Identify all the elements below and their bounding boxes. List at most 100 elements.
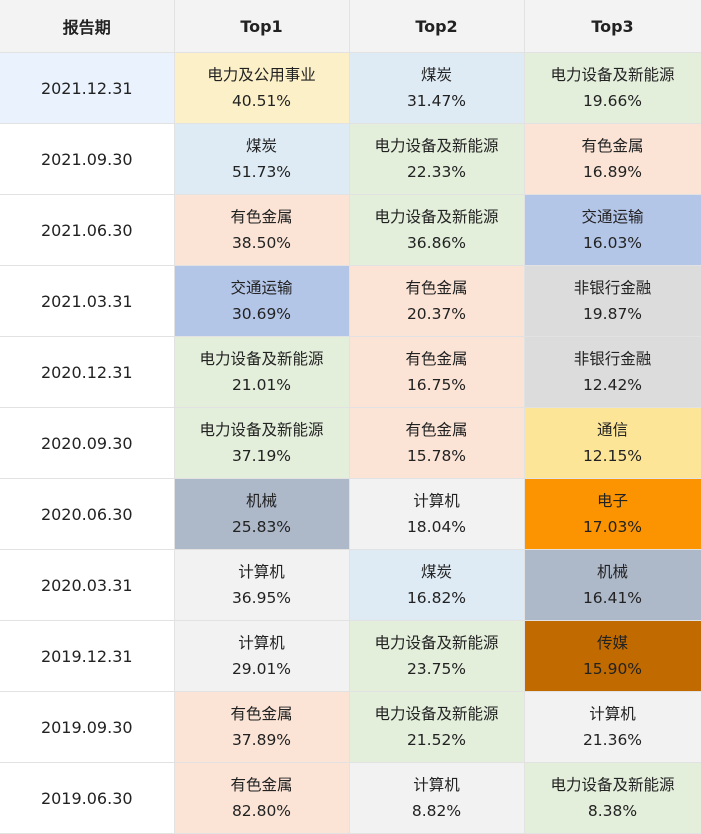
industry-weight: 21.36% [582,731,643,749]
industry-weight: 15.90% [582,660,643,678]
table-row: 2021.03.31 交通运输 30.69% 有色金属 20.37% 非银行金融 19.87… [0,265,701,337]
table-row: 2021.09.30 煤炭 51.73% 电力设备及新能源 22.33% 有色金属 16.8… [0,123,701,195]
industry-name: 交通运输 [230,279,293,297]
industry-weight: 20.37% [406,305,467,323]
industry-name: 计算机 [413,776,460,794]
top2-cell: 煤炭 16.82% [349,549,525,621]
top1-cell: 电力设备及新能源 21.01% [174,336,350,408]
table-row: 2020.09.30 电力设备及新能源 37.19% 有色金属 15.78% 通信 12.1… [0,407,701,479]
table-body: 2021.12.31 电力及公用事业 40.51% 煤炭 31.47% 电力设备及新能源 1… [0,52,701,834]
industry-name: 电力设备及新能源 [550,776,675,794]
top3-cell: 电子 17.03% [524,478,701,550]
industry-weight: 37.19% [231,447,292,465]
industry-weight: 30.69% [231,305,292,323]
top1-cell: 有色金属 82.80% [174,762,350,834]
top2-cell: 有色金属 15.78% [349,407,525,479]
report-date-cell: 2020.12.31 [0,336,175,408]
industry-weight: 15.78% [406,447,467,465]
top2-cell: 电力设备及新能源 22.33% [349,123,525,195]
industry-weight: 40.51% [231,92,292,110]
report-date-cell: 2020.09.30 [0,407,175,479]
table-row: 2019.12.31 计算机 29.01% 电力设备及新能源 23.75% 传媒 15.90… [0,620,701,692]
report-date-cell: 2021.09.30 [0,123,175,195]
industry-weight: 19.87% [582,305,643,323]
top2-cell: 有色金属 16.75% [349,336,525,408]
top3-cell: 电力设备及新能源 19.66% [524,52,701,124]
industry-name: 非银行金融 [573,279,652,297]
industry-weight: 16.03% [582,234,643,252]
industry-name: 煤炭 [420,66,452,84]
top1-cell: 电力及公用事业 40.51% [174,52,350,124]
industry-name: 有色金属 [230,705,293,723]
industry-name: 煤炭 [420,563,452,581]
industry-name: 电子 [596,492,628,510]
industry-weight: 17.03% [582,518,643,536]
header-top1: Top1 [174,0,350,53]
industry-weight: 25.83% [231,518,292,536]
industry-name: 电力设备及新能源 [374,208,499,226]
table-row: 2019.06.30 有色金属 82.80% 计算机 8.82% 电力设备及新能源 8.38… [0,762,701,834]
header-row: 报告期 Top1 Top2 Top3 [0,0,701,53]
industry-name: 非银行金融 [573,350,652,368]
industry-name: 煤炭 [245,137,277,155]
industry-name: 电力设备及新能源 [374,634,499,652]
industry-name: 有色金属 [405,421,468,439]
industry-name: 有色金属 [230,776,293,794]
report-date-cell: 2021.06.30 [0,194,175,266]
industry-weight: 21.52% [406,731,467,749]
industry-weight: 16.75% [406,376,467,394]
top3-cell: 有色金属 16.89% [524,123,701,195]
industry-name: 电力设备及新能源 [374,137,499,155]
top2-cell: 有色金属 20.37% [349,265,525,337]
industry-weight: 8.38% [587,802,638,820]
top1-cell: 有色金属 38.50% [174,194,350,266]
industry-name: 机械 [596,563,628,581]
industry-name: 传媒 [596,634,628,652]
top3-cell: 计算机 21.36% [524,691,701,763]
top3-cell: 传媒 15.90% [524,620,701,692]
top2-cell: 计算机 18.04% [349,478,525,550]
industry-name: 交通运输 [581,208,644,226]
industry-weight: 36.86% [406,234,467,252]
header-period: 报告期 [0,0,175,53]
industry-weight: 37.89% [231,731,292,749]
top2-cell: 电力设备及新能源 21.52% [349,691,525,763]
industry-weight: 12.42% [582,376,643,394]
industry-weight: 38.50% [231,234,292,252]
industry-weight: 36.95% [231,589,292,607]
report-date-cell: 2020.06.30 [0,478,175,550]
report-date-cell: 2019.06.30 [0,762,175,834]
table-row: 2020.03.31 计算机 36.95% 煤炭 16.82% 机械 16.41% [0,549,701,621]
report-date-cell: 2019.12.31 [0,620,175,692]
industry-name: 有色金属 [230,208,293,226]
industry-weight: 51.73% [231,163,292,181]
table-row: 2020.12.31 电力设备及新能源 21.01% 有色金属 16.75% 非银行金融 1… [0,336,701,408]
top1-cell: 计算机 29.01% [174,620,350,692]
industry-name: 电力设备及新能源 [199,350,324,368]
industry-weight: 29.01% [231,660,292,678]
top2-cell: 煤炭 31.47% [349,52,525,124]
industry-weight: 21.01% [231,376,292,394]
top3-cell: 非银行金融 19.87% [524,265,701,337]
industry-name: 有色金属 [405,350,468,368]
industry-name: 计算机 [238,563,285,581]
industry-weight: 16.82% [406,589,467,607]
top1-cell: 有色金属 37.89% [174,691,350,763]
top1-cell: 计算机 36.95% [174,549,350,621]
industry-weight: 31.47% [406,92,467,110]
top3-cell: 交通运输 16.03% [524,194,701,266]
industry-name: 有色金属 [405,279,468,297]
industry-name: 计算机 [589,705,636,723]
industry-name: 电力设备及新能源 [550,66,675,84]
table-row: 2020.06.30 机械 25.83% 计算机 18.04% 电子 17.03% [0,478,701,550]
top2-cell: 计算机 8.82% [349,762,525,834]
industry-weight: 8.82% [411,802,462,820]
top2-cell: 电力设备及新能源 23.75% [349,620,525,692]
industry-name: 机械 [245,492,277,510]
top1-cell: 煤炭 51.73% [174,123,350,195]
report-date-cell: 2020.03.31 [0,549,175,621]
top3-cell: 非银行金融 12.42% [524,336,701,408]
top3-cell: 电力设备及新能源 8.38% [524,762,701,834]
table-row: 2019.09.30 有色金属 37.89% 电力设备及新能源 21.52% 计算机 21.… [0,691,701,763]
